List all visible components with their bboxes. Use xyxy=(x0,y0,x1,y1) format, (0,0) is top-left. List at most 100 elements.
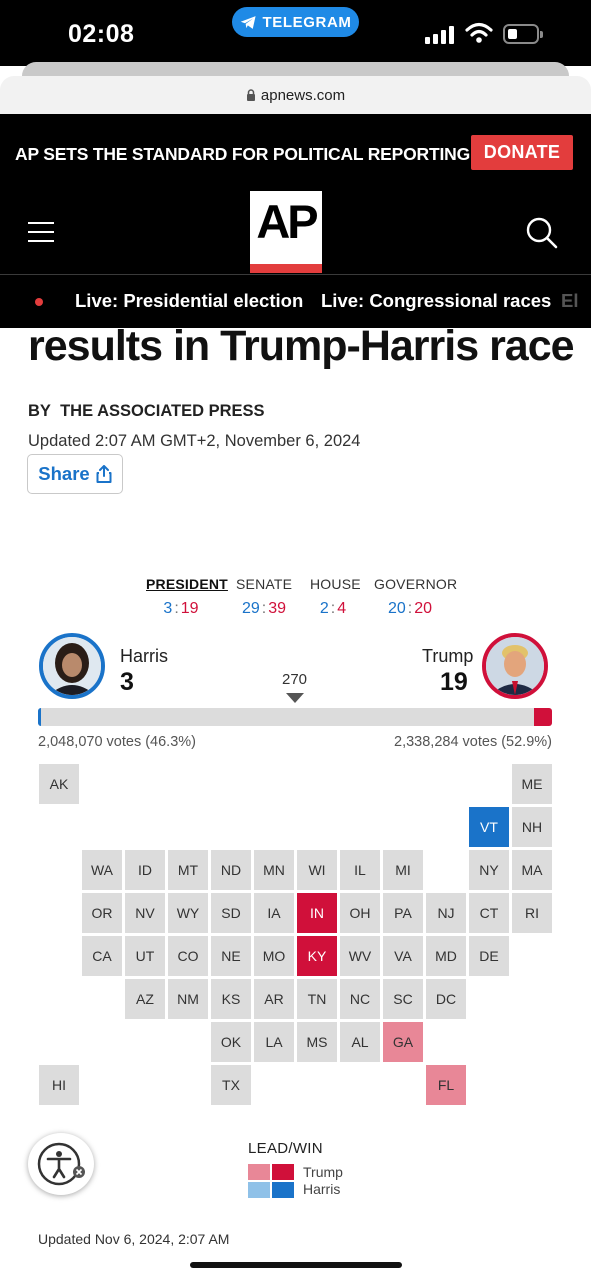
ap-logo[interactable]: AP xyxy=(250,191,322,273)
state-tile-ma[interactable]: MA xyxy=(512,850,552,890)
state-tile-in[interactable]: IN xyxy=(297,893,337,933)
tab-governor[interactable]: GOVERNOR 20:20 xyxy=(374,576,458,618)
state-tile-wy[interactable]: WY xyxy=(168,893,208,933)
state-tile-sc[interactable]: SC xyxy=(383,979,423,1019)
score-separator: : xyxy=(261,600,267,617)
trump-bar-fill xyxy=(534,708,552,726)
live-dot-icon xyxy=(35,298,43,306)
state-tile-me[interactable]: ME xyxy=(512,764,552,804)
state-tile-de[interactable]: DE xyxy=(469,936,509,976)
state-tile-oh[interactable]: OH xyxy=(340,893,380,933)
address-bar[interactable]: apnews.com xyxy=(0,76,591,114)
electoral-vote-bar xyxy=(38,708,552,726)
state-tile-nc[interactable]: NC xyxy=(340,979,380,1019)
harris-avatar xyxy=(39,633,105,699)
state-tile-ut[interactable]: UT xyxy=(125,936,165,976)
tab-label: HOUSE xyxy=(310,576,361,592)
state-tile-ga[interactable]: GA xyxy=(383,1022,423,1062)
state-tile-dc[interactable]: DC xyxy=(426,979,466,1019)
tab-house[interactable]: HOUSE 2:4 xyxy=(310,576,361,618)
rep-count: 20 xyxy=(414,600,433,617)
state-tile-mn[interactable]: MN xyxy=(254,850,294,890)
promo-banner-text[interactable]: AP SETS THE STANDARD FOR POLITICAL REPOR… xyxy=(15,144,475,164)
trump-avatar xyxy=(482,633,548,699)
state-tile-ak[interactable]: AK xyxy=(39,764,79,804)
state-tile-ri[interactable]: RI xyxy=(512,893,552,933)
state-tile-mt[interactable]: MT xyxy=(168,850,208,890)
state-tile-ca[interactable]: CA xyxy=(82,936,122,976)
share-label: Share xyxy=(38,463,90,484)
trump-electoral-votes: 19 xyxy=(440,668,468,696)
dem-count: 3 xyxy=(163,600,173,617)
state-tile-la[interactable]: LA xyxy=(254,1022,294,1062)
state-tile-md[interactable]: MD xyxy=(426,936,466,976)
state-tile-ms[interactable]: MS xyxy=(297,1022,337,1062)
state-tile-ok[interactable]: OK xyxy=(211,1022,251,1062)
legend-harris-win-swatch xyxy=(272,1182,294,1198)
state-tile-nd[interactable]: ND xyxy=(211,850,251,890)
state-tile-ar[interactable]: AR xyxy=(254,979,294,1019)
state-tile-az[interactable]: AZ xyxy=(125,979,165,1019)
state-tile-tn[interactable]: TN xyxy=(297,979,337,1019)
byline: BY THE ASSOCIATED PRESS xyxy=(28,402,265,421)
results-updated-timestamp: Updated Nov 6, 2024, 2:07 AM xyxy=(38,1231,230,1247)
state-tile-ks[interactable]: KS xyxy=(211,979,251,1019)
back-to-telegram-pill[interactable]: TELEGRAM xyxy=(232,7,359,37)
state-tile-sd[interactable]: SD xyxy=(211,893,251,933)
tab-label: GOVERNOR xyxy=(374,576,458,592)
state-tile-co[interactable]: CO xyxy=(168,936,208,976)
status-bar: 02:08 TELEGRAM xyxy=(0,0,591,66)
threshold-marker-icon xyxy=(286,693,304,703)
status-time: 02:08 xyxy=(68,20,135,48)
live-link-congressional[interactable]: Live: Congressional races xyxy=(321,290,552,311)
state-tile-nj[interactable]: NJ xyxy=(426,893,466,933)
cellular-signal-icon xyxy=(425,26,454,44)
state-tile-ny[interactable]: NY xyxy=(469,850,509,890)
article-headline: results in Trump-Harris race xyxy=(28,322,575,370)
header-divider xyxy=(0,274,591,275)
state-tile-mo[interactable]: MO xyxy=(254,936,294,976)
state-tile-nm[interactable]: NM xyxy=(168,979,208,1019)
live-link-presidential[interactable]: Live: Presidential election xyxy=(75,290,304,311)
race-tabs: PRESIDENT 3:19 SENATE 29:39 HOUSE 2:4 GO… xyxy=(146,576,458,626)
state-tile-wa[interactable]: WA xyxy=(82,850,122,890)
back-app-label: TELEGRAM xyxy=(262,13,352,31)
state-tile-il[interactable]: IL xyxy=(340,850,380,890)
score-separator: : xyxy=(330,600,336,617)
search-icon[interactable] xyxy=(525,216,559,250)
share-icon xyxy=(96,465,112,483)
dem-count: 29 xyxy=(241,600,260,617)
legend-trump-win-swatch xyxy=(272,1164,294,1180)
live-link-next[interactable]: El xyxy=(561,290,579,311)
accessibility-button[interactable] xyxy=(28,1133,94,1195)
state-tile-wi[interactable]: WI xyxy=(297,850,337,890)
state-tile-id[interactable]: ID xyxy=(125,850,165,890)
logo-text: AP xyxy=(256,195,318,248)
state-tile-nv[interactable]: NV xyxy=(125,893,165,933)
state-tile-ct[interactable]: CT xyxy=(469,893,509,933)
byline-author[interactable]: THE ASSOCIATED PRESS xyxy=(60,402,265,420)
state-tile-nh[interactable]: NH xyxy=(512,807,552,847)
state-tile-tx[interactable]: TX xyxy=(211,1065,251,1105)
state-tile-hi[interactable]: HI xyxy=(39,1065,79,1105)
score-separator: : xyxy=(174,600,179,617)
state-tile-pa[interactable]: PA xyxy=(383,893,423,933)
state-tile-vt[interactable]: VT xyxy=(469,807,509,847)
tab-senate[interactable]: SENATE 29:39 xyxy=(236,576,292,618)
share-button[interactable]: Share xyxy=(27,454,123,494)
state-tile-or[interactable]: OR xyxy=(82,893,122,933)
tab-president[interactable]: PRESIDENT 3:19 xyxy=(146,576,228,618)
state-tile-ky[interactable]: KY xyxy=(297,936,337,976)
donate-button[interactable]: DONATE xyxy=(471,135,573,170)
menu-icon[interactable] xyxy=(28,222,54,242)
telegram-icon xyxy=(240,15,256,29)
lock-icon xyxy=(246,89,255,101)
threshold-label: 270 xyxy=(282,671,308,688)
state-tile-ne[interactable]: NE xyxy=(211,936,251,976)
state-tile-fl[interactable]: FL xyxy=(426,1065,466,1105)
state-tile-wv[interactable]: WV xyxy=(340,936,380,976)
state-tile-al[interactable]: AL xyxy=(340,1022,380,1062)
state-tile-ia[interactable]: IA xyxy=(254,893,294,933)
state-tile-va[interactable]: VA xyxy=(383,936,423,976)
state-tile-mi[interactable]: MI xyxy=(383,850,423,890)
